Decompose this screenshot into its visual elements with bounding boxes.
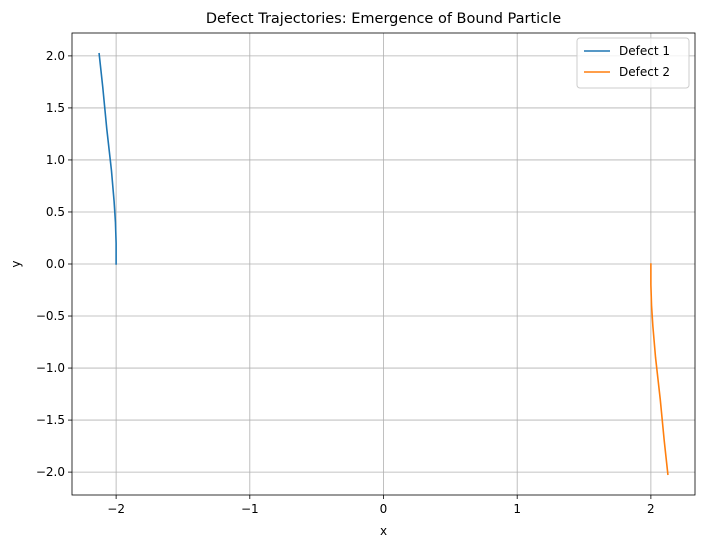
y-tick-label: −2.0 [36,465,65,479]
x-axis: −2 −1 0 1 2 [107,495,655,516]
y-axis: −2.0 −1.5 −1.0 −0.5 0.0 0.5 1.0 1.5 2.0 [36,49,72,479]
legend-label-1: Defect 1 [619,44,670,58]
legend-label-2: Defect 2 [619,65,670,79]
y-tick-label: −0.5 [36,309,65,323]
series-line-1 [98,52,117,265]
y-tick-label: 1.5 [46,101,65,115]
y-tick-label: −1.5 [36,413,65,427]
y-tick-label: 0.0 [46,257,65,271]
y-tick-label: 1.0 [46,153,65,167]
x-tick-label: −2 [107,502,125,516]
y-axis-label: y [9,260,23,267]
chart-title: Defect Trajectories: Emergence of Bound … [206,11,561,27]
x-tick-label: 0 [380,502,388,516]
plot-lines [98,52,669,476]
series-line-2 [650,263,669,476]
y-tick-label: 2.0 [46,49,65,63]
y-tick-label: 0.5 [46,205,65,219]
y-tick-label: −1.0 [36,361,65,375]
x-tick-label: 1 [513,502,521,516]
legend: Defect 1 Defect 2 [576,37,690,89]
grid [72,33,695,495]
x-tick-label: −1 [241,502,259,516]
x-axis-label: x [380,524,387,538]
x-tick-label: 2 [647,502,655,516]
